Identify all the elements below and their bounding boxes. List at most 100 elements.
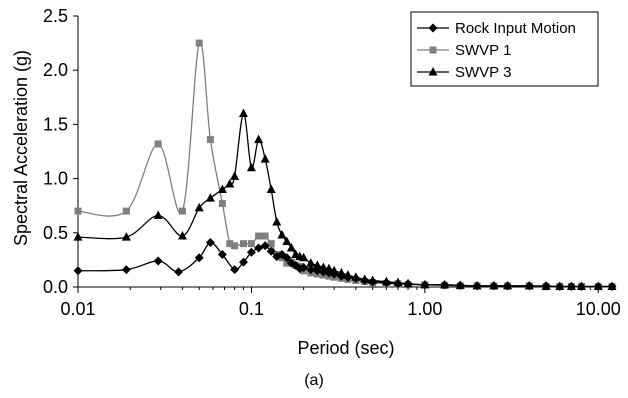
legend-marker bbox=[429, 46, 437, 54]
y-tick-label: 2.0 bbox=[43, 60, 68, 80]
data-point-rock-input-motion bbox=[607, 281, 617, 291]
data-point-swvp-3 bbox=[282, 236, 292, 245]
data-point-rock-input-motion bbox=[368, 277, 378, 287]
y-axis-title: Spectral Acceleration (g) bbox=[11, 50, 31, 246]
data-point-swvp-1 bbox=[154, 140, 162, 148]
data-point-swvp-1 bbox=[231, 242, 239, 250]
data-point-rock-input-motion bbox=[472, 281, 482, 291]
data-point-swvp-3 bbox=[266, 184, 276, 193]
data-point-rock-input-motion bbox=[246, 247, 256, 257]
data-point-swvp-3 bbox=[306, 258, 316, 267]
x-tick-label: 0.1 bbox=[239, 299, 264, 319]
data-point-swvp-1 bbox=[283, 259, 291, 267]
data-point-rock-input-motion bbox=[566, 281, 576, 291]
data-point-swvp-3 bbox=[246, 162, 256, 172]
legend-box bbox=[410, 11, 599, 87]
data-point-swvp-3 bbox=[299, 252, 309, 262]
x-tick-label: 10.00 bbox=[576, 299, 621, 319]
data-point-rock-input-motion bbox=[194, 253, 204, 263]
plot-area: 0.0 0.5 1.0 1.5 2.0 2.5 0.01 0.1 1.00 10.00 bbox=[43, 6, 621, 319]
data-point-rock-input-motion bbox=[312, 266, 322, 276]
data-point-rock-input-motion bbox=[230, 265, 240, 275]
data-point-rock-input-motion bbox=[299, 262, 309, 272]
data-point-rock-input-motion bbox=[360, 275, 370, 285]
data-point-rock-input-motion bbox=[351, 273, 361, 283]
data-point-rock-input-motion bbox=[282, 253, 292, 263]
data-point-swvp-3 bbox=[286, 242, 296, 252]
y-tick-label: 1.5 bbox=[43, 114, 68, 134]
data-point-swvp-1 bbox=[74, 207, 82, 215]
data-point-rock-input-motion bbox=[524, 281, 534, 291]
legend: Rock Input Motion SWVP 1 SWVP 3 bbox=[410, 11, 599, 87]
data-point-swvp-3 bbox=[260, 154, 270, 163]
data-point-rock-input-motion bbox=[266, 246, 276, 256]
data-point-swvp-1 bbox=[122, 207, 130, 215]
data-point-swvp-1 bbox=[206, 136, 214, 144]
x-tick-label: 0.01 bbox=[60, 299, 95, 319]
data-point-rock-input-motion bbox=[73, 266, 83, 276]
legend-label: SWVP 3 bbox=[455, 64, 511, 81]
data-point-rock-input-motion bbox=[420, 280, 430, 290]
data-point-rock-input-motion bbox=[174, 267, 184, 277]
legend-item-swvp-1: SWVP 1 bbox=[417, 42, 511, 59]
data-point-swvp-3 bbox=[205, 193, 215, 202]
legend-marker bbox=[428, 23, 438, 33]
legend-label: Rock Input Motion bbox=[455, 20, 576, 37]
legend-item-swvp-3: SWVP 3 bbox=[417, 64, 511, 81]
data-point-swvp-1 bbox=[267, 240, 275, 248]
data-point-rock-input-motion bbox=[593, 281, 603, 291]
data-point-rock-input-motion bbox=[489, 281, 499, 291]
data-point-swvp-3 bbox=[177, 231, 187, 240]
data-point-rock-input-motion bbox=[306, 265, 316, 275]
data-point-swvp-1 bbox=[261, 232, 269, 240]
data-point-swvp-3 bbox=[230, 171, 240, 180]
legend-item-rock-input-motion: Rock Input Motion bbox=[417, 20, 576, 37]
y-tick-label: 0.0 bbox=[43, 277, 68, 297]
data-point-rock-input-motion bbox=[455, 280, 465, 290]
data-point-rock-input-motion bbox=[555, 281, 565, 291]
data-point-rock-input-motion bbox=[576, 281, 586, 291]
data-point-swvp-3 bbox=[277, 229, 287, 239]
y-tick-label: 1.0 bbox=[43, 169, 68, 189]
data-point-rock-input-motion bbox=[503, 281, 513, 291]
data-point-swvp-1 bbox=[218, 200, 226, 208]
data-point-rock-input-motion bbox=[238, 257, 248, 267]
data-point-rock-input-motion bbox=[260, 241, 270, 251]
data-point-rock-input-motion bbox=[343, 272, 353, 282]
data-point-swvp-1 bbox=[195, 39, 203, 47]
figure-caption: (a) bbox=[304, 372, 324, 389]
data-point-rock-input-motion bbox=[329, 269, 339, 279]
data-point-rock-input-motion bbox=[277, 249, 287, 259]
data-point-rock-input-motion bbox=[440, 280, 450, 290]
data-point-rock-input-motion bbox=[381, 278, 391, 288]
data-point-swvp-1 bbox=[178, 207, 186, 215]
data-point-swvp-3 bbox=[272, 216, 282, 226]
series-rock-input-motion bbox=[73, 238, 617, 291]
y-tick-label: 2.5 bbox=[43, 6, 68, 26]
data-point-swvp-3 bbox=[217, 184, 227, 193]
data-point-swvp-3 bbox=[225, 179, 235, 188]
data-point-swvp-3 bbox=[238, 108, 248, 118]
data-point-rock-input-motion bbox=[272, 252, 282, 262]
legend-label: SWVP 1 bbox=[455, 42, 511, 59]
data-point-swvp-3 bbox=[153, 210, 163, 219]
data-point-swvp-1 bbox=[247, 240, 255, 248]
data-point-rock-input-motion bbox=[217, 249, 227, 259]
data-point-rock-input-motion bbox=[336, 271, 346, 281]
data-point-rock-input-motion bbox=[393, 279, 403, 289]
data-point-swvp-1 bbox=[255, 232, 263, 240]
data-point-swvp-3 bbox=[318, 262, 328, 271]
data-point-swvp-3 bbox=[254, 134, 264, 144]
data-point-rock-input-motion bbox=[153, 256, 163, 266]
data-point-rock-input-motion bbox=[121, 265, 131, 275]
data-point-swvp-1 bbox=[239, 240, 247, 248]
series-swvp-3 bbox=[73, 108, 617, 290]
x-tick-label: 1.00 bbox=[407, 299, 442, 319]
data-point-rock-input-motion bbox=[541, 281, 551, 291]
x-axis-title: Period (sec) bbox=[297, 338, 394, 358]
legend-marker bbox=[428, 67, 438, 76]
data-point-swvp-3 bbox=[73, 232, 83, 241]
data-point-rock-input-motion bbox=[205, 238, 215, 248]
y-tick-label: 0.5 bbox=[43, 223, 68, 243]
data-point-swvp-1 bbox=[226, 240, 234, 248]
